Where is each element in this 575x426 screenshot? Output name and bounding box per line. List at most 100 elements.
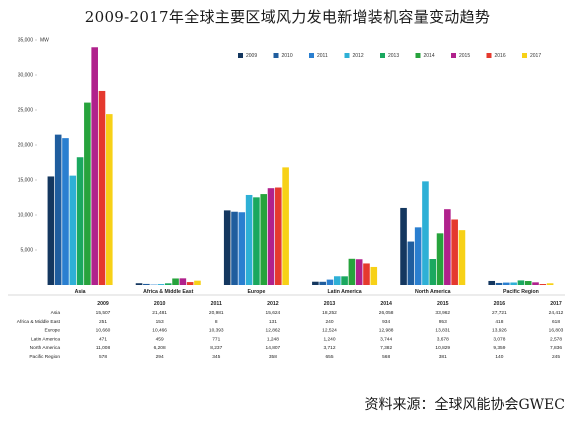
bar [157,284,165,285]
table-year-header: 2010 [154,301,166,307]
bar [179,278,187,285]
table-cell: 15,624 [266,310,281,316]
bar [517,280,525,285]
table-cell: 578 [99,354,107,360]
bar [539,284,547,285]
legend-swatch [380,53,385,58]
bar [69,175,77,285]
table-year-header: 2012 [267,301,279,307]
legend-label: 2017 [530,53,541,59]
table-cell: 10,466 [152,328,167,334]
table-row-label: Pacific Region [29,354,60,360]
table-cell: 26,058 [379,310,394,316]
table-cell: 618 [552,319,560,325]
table-cell: 10,393 [209,328,224,334]
table-cell: 6,208 [154,345,166,351]
table-cell: 131 [269,319,277,325]
category-label: Asia [75,289,86,295]
category-label: North America [415,289,451,295]
table-year-header: 2017 [550,301,562,307]
table-cell: 12,524 [322,328,337,334]
bar [62,138,69,285]
bar [231,211,238,285]
source-note: 资料来源：全球风能协会GWEC [364,397,565,413]
bar [98,90,106,285]
table-row-label: North America [30,345,61,351]
bar [503,282,510,285]
bar [238,212,246,285]
table-row-label: Latin America [31,336,60,342]
table-cell: 16,803 [549,328,564,334]
legend-label: 2011 [317,53,328,59]
bar [267,188,275,285]
table-row-label: Africa & Middle East [17,319,61,325]
bar [436,233,444,285]
y-tick-label: 20,000 [18,143,34,149]
y-unit-label: MW [40,38,49,44]
bar [84,102,91,286]
legend-swatch [273,53,279,58]
y-tick-label: 35,000 [18,38,34,44]
table-cell: 18,252 [322,310,337,316]
table-cell: 3,078 [493,336,505,342]
bar [282,167,289,285]
bar [355,259,363,285]
bar [326,279,334,285]
bar [348,258,356,285]
bar [341,276,348,285]
table-cell: 3,678 [437,336,449,342]
table-cell: 20,981 [209,310,224,316]
table-row-label: Europe [45,328,61,334]
table-cell: 11,008 [96,345,111,351]
category-label: Latin America [328,289,362,295]
table-cell: 140 [495,354,503,360]
table-cell: 8,237 [210,345,222,351]
category-label: Europe [247,289,265,295]
bar [532,282,539,285]
legend-swatch [309,53,314,58]
bar [510,282,517,285]
table-year-header: 2009 [97,301,109,307]
bar [414,227,422,285]
table-cell: 471 [99,336,107,342]
bar [54,134,62,285]
table-cell: 21,481 [152,310,167,316]
y-tick-label: 25,000 [18,108,34,114]
bar [363,263,370,285]
bar [194,280,201,285]
table-year-header: 2015 [437,301,449,307]
table-cell: 7,382 [380,345,392,351]
table-cell: 7,836 [550,345,562,351]
bar [524,281,532,285]
table-cell: 27,721 [492,310,507,316]
bar [76,157,84,285]
table-cell: 240 [325,319,333,325]
table-cell: 245 [552,354,560,360]
table-cell: 9,359 [493,345,505,351]
legend-swatch [486,53,492,58]
bar [275,187,282,285]
legend-swatch [238,53,243,58]
bar [186,282,194,285]
table-cell: 358 [269,354,277,360]
y-tick-label: 10,000 [18,213,34,219]
table-cell: 2,578 [550,336,562,342]
bar [253,197,260,285]
bar [458,230,466,285]
legend-label: 2012 [353,53,364,59]
legend-swatch [522,53,527,58]
category-label: Pacific Region [503,289,539,295]
bar [488,280,496,285]
legend-swatch [344,53,350,58]
bar [164,283,172,285]
table-cell: 12,862 [266,328,281,334]
bar [319,281,326,285]
table-cell: 13,831 [435,328,450,334]
table-cell: 33,962 [435,310,450,316]
table-cell: 251 [99,319,107,325]
table-cell: 153 [156,319,164,325]
legend-swatch [415,53,421,58]
bar [245,194,253,285]
table-cell: 10,660 [96,328,111,334]
